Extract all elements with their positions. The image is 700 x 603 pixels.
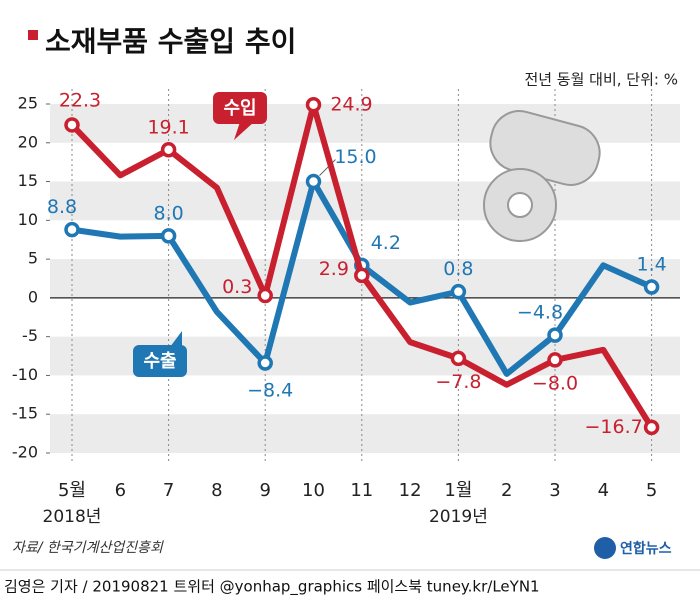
x-tick-label: 6 (115, 480, 126, 501)
value-label: −16.7 (584, 416, 642, 438)
x-tick-label: 5월 (58, 480, 86, 501)
value-label: −7.8 (435, 371, 481, 393)
y-tick-label: -10 (12, 365, 38, 384)
x-tick-label: 3 (549, 480, 560, 501)
x-tick-label: 12 (399, 480, 422, 501)
point (160, 142, 177, 158)
x-tick-label: 5 (646, 480, 657, 501)
value-label: 0.3 (222, 276, 252, 298)
bands (50, 89, 680, 463)
legend-label: 수입 (223, 97, 256, 119)
legend-callout: 수출 (133, 331, 187, 377)
x-tick-label: 7 (163, 480, 174, 501)
point (257, 287, 273, 304)
value-label: 8.8 (47, 196, 77, 218)
point (305, 173, 322, 190)
unit-note: 전년 동월 대비, 단위: % (524, 71, 678, 89)
chart-title: 소재부품 수출입 추이 (45, 25, 296, 58)
y-tick-label: 10 (18, 210, 38, 229)
legend-pointer (170, 331, 182, 347)
y-tick-label: 25 (18, 94, 38, 113)
value-label: 15.0 (334, 146, 376, 168)
x-tick-label: 8 (211, 480, 222, 501)
band (50, 414, 680, 453)
y-tick-label: 15 (18, 171, 38, 190)
point (257, 355, 273, 371)
x-tick-label: 11 (350, 480, 373, 501)
point (547, 327, 563, 343)
y-tick-label: -15 (12, 404, 38, 423)
source: 자료/ 한국기계산업진흥회 (12, 540, 164, 556)
x-tick-label: 10 (302, 480, 325, 501)
x-tick-label: 1월 (444, 480, 472, 501)
logo: 연합뉴스 (594, 537, 672, 559)
plot: 25 20 15 10 5 0 -5 -10 -15 -20 5월 6 7 8 9 10 11 12 1월 2 3 4 5 2… (12, 89, 680, 527)
y-tick-label: 20 (18, 132, 38, 151)
title-marker (28, 30, 38, 40)
footer: 김영은 기자 / 20190821 트위터 @yonhap_graphics 페… (4, 578, 540, 597)
point (450, 283, 467, 300)
value-label: 8.0 (153, 202, 183, 224)
x-tick-label: 4 (598, 480, 609, 501)
legend-label: 수출 (143, 351, 176, 372)
x-tick-label: 9 (259, 480, 270, 501)
legend-box (213, 92, 267, 124)
value-label: −8.4 (247, 380, 293, 402)
y-tick-label: -5 (22, 326, 38, 345)
value-label: −8.0 (532, 372, 578, 394)
point (64, 117, 80, 133)
legend-pointer (234, 122, 254, 140)
y-tick-label: -20 (12, 443, 38, 462)
value-label: 4.2 (371, 232, 401, 254)
point (450, 350, 467, 367)
year-label: 2019년 (429, 507, 488, 527)
point (547, 352, 563, 368)
value-label: −4.8 (517, 302, 563, 324)
point (160, 228, 177, 244)
value-label: 24.9 (330, 93, 372, 115)
value-label: 22.3 (59, 89, 101, 111)
legend-box (133, 345, 187, 377)
gear-icon (483, 110, 601, 242)
legend-callout: 수입 (213, 92, 267, 140)
year-label: 2018년 (43, 507, 102, 527)
value-label: 2.9 (319, 258, 349, 280)
point (354, 267, 370, 284)
y-tick-label: 5 (28, 249, 38, 268)
band (50, 181, 680, 221)
y-tick-label: 0 (28, 287, 38, 306)
point (643, 419, 660, 436)
point (305, 97, 322, 113)
point (64, 221, 80, 238)
value-label: 19.1 (147, 116, 189, 138)
point (643, 279, 660, 295)
logo-mark (594, 537, 616, 559)
value-label: 1.4 (636, 254, 666, 276)
logo-text: 연합뉴스 (620, 540, 672, 557)
value-label: 0.8 (443, 258, 473, 280)
x-tick-label: 2 (501, 480, 512, 501)
